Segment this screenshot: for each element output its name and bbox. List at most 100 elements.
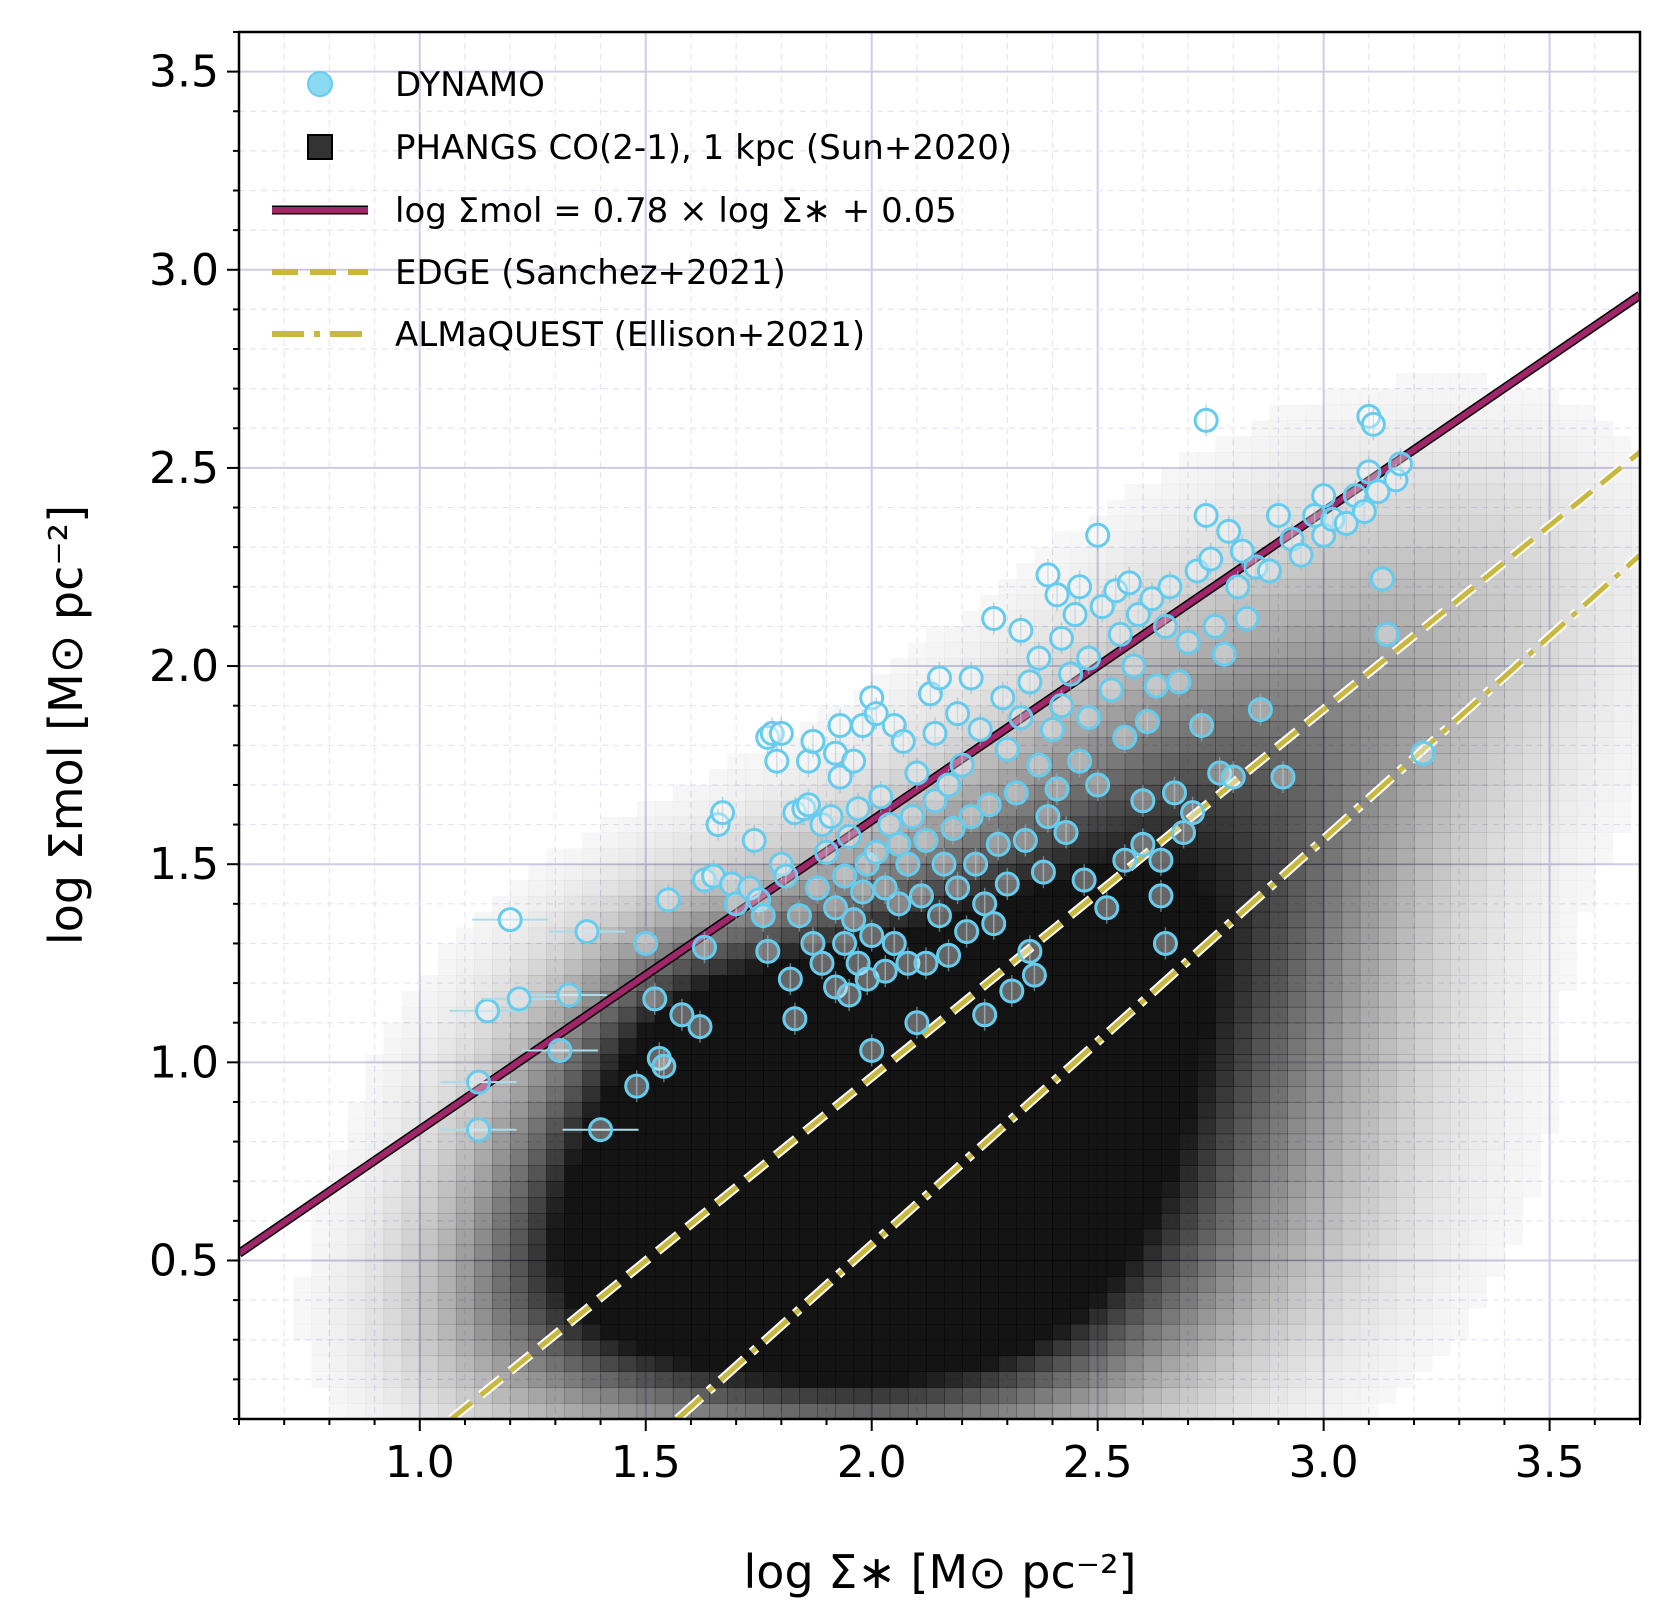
phangs-density-cell — [1016, 1212, 1035, 1230]
phangs-density-cell — [1450, 515, 1469, 532]
phangs-density-cell — [1197, 959, 1216, 976]
phangs-density-cell — [1414, 388, 1433, 406]
phangs-density-cell — [1414, 800, 1433, 818]
phangs-density-cell — [1341, 594, 1361, 612]
phangs-density-cell — [1197, 1228, 1216, 1246]
phangs-density-cell — [781, 1387, 800, 1404]
phangs-density-cell — [1142, 1276, 1162, 1293]
dynamo-point — [972, 1002, 998, 1028]
phangs-density-cell — [474, 1181, 493, 1198]
phangs-density-cell — [1432, 1197, 1451, 1214]
phangs-density-cell — [1052, 1292, 1072, 1309]
phangs-density-cell — [1070, 1117, 1090, 1135]
phangs-density-cell — [437, 1339, 457, 1357]
phangs-density-cell — [889, 1133, 909, 1151]
phangs-density-cell — [618, 1371, 638, 1388]
phangs-density-cell — [1233, 1197, 1252, 1214]
phangs-density-cell — [1215, 594, 1234, 612]
phangs-density-cell — [1323, 673, 1343, 691]
phangs-density-cell — [1468, 943, 1487, 960]
phangs-density-cell — [1323, 927, 1343, 944]
phangs-density-cell — [618, 1387, 638, 1404]
phangs-density-cell — [1486, 975, 1505, 992]
phangs-density-cell — [1323, 1133, 1343, 1151]
phangs-density-cell — [1305, 436, 1325, 453]
phangs-density-cell — [1377, 816, 1397, 833]
phangs-density-cell — [1070, 1149, 1090, 1166]
phangs-density-cell — [1287, 1403, 1307, 1419]
phangs-density-cell — [853, 1133, 873, 1151]
phangs-density-cell — [1305, 864, 1325, 881]
phangs-density-cell — [1215, 816, 1234, 833]
phangs-density-cell — [1504, 1149, 1523, 1166]
phangs-density-cell — [1359, 436, 1379, 453]
phangs-density-cell — [1359, 895, 1379, 913]
phangs-density-cell — [1269, 626, 1288, 643]
phangs-density-cell — [781, 1355, 800, 1372]
phangs-density-cell — [871, 1022, 891, 1040]
phangs-density-cell — [1269, 1070, 1288, 1087]
phangs-density-cell — [1106, 800, 1126, 818]
phangs-density-cell — [528, 1355, 547, 1372]
phangs-density-cell — [799, 1244, 818, 1261]
phangs-density-cell — [618, 1339, 638, 1357]
phangs-density-cell — [1142, 563, 1162, 580]
phangs-density-cell — [437, 1149, 457, 1166]
phangs-density-cell — [745, 1038, 764, 1055]
phangs-density-cell — [817, 1054, 837, 1071]
phangs-density-cell — [528, 1197, 547, 1214]
phangs-density-cell — [1576, 848, 1596, 865]
phangs-density-cell — [1287, 689, 1307, 707]
phangs-density-cell — [1305, 594, 1325, 612]
phangs-density-cell — [1305, 1228, 1325, 1246]
phangs-density-cell — [1287, 1054, 1307, 1071]
phangs-density-cell — [1577, 405, 1596, 421]
phangs-density-cell — [1359, 975, 1379, 992]
phangs-density-cell — [1215, 959, 1234, 976]
phangs-density-cell — [1522, 769, 1542, 786]
dynamo-point — [1166, 669, 1192, 695]
phangs-density-cell — [980, 1308, 999, 1325]
dynamo-point — [823, 974, 849, 1000]
phangs-density-cell — [709, 1228, 728, 1246]
phangs-density-cell — [1233, 1292, 1252, 1309]
phangs-density-cell — [817, 1133, 837, 1151]
phangs-density-cell — [1052, 1181, 1072, 1198]
phangs-density-cell — [1305, 959, 1325, 976]
dynamo-point — [1143, 673, 1169, 699]
phangs-density-cell — [1124, 1387, 1144, 1404]
phangs-density-cell — [1160, 1276, 1180, 1293]
phangs-density-cell — [1414, 1339, 1433, 1357]
phangs-density-cell — [401, 1355, 421, 1372]
phangs-density-cell — [1377, 1308, 1397, 1325]
phangs-density-cell — [871, 1308, 891, 1325]
phangs-density-cell — [1034, 832, 1053, 849]
phangs-density-cell — [618, 1038, 638, 1055]
phangs-density-cell — [1414, 594, 1433, 612]
phangs-density-cell — [1359, 689, 1379, 707]
phangs-density-cell — [347, 1260, 367, 1277]
phangs-density-cell — [944, 1403, 963, 1419]
phangs-density-cell — [1052, 753, 1072, 770]
phangs-density-cell — [889, 1006, 909, 1024]
y-tick-label: 3.5 — [149, 47, 219, 98]
phangs-density-cell — [1486, 1245, 1505, 1261]
phangs-density-cell — [1287, 1212, 1307, 1230]
phangs-density-cell — [1034, 1403, 1053, 1419]
phangs-density-cell — [1106, 705, 1126, 723]
relation-line — [675, 553, 1640, 1419]
phangs-density-cell — [492, 1323, 511, 1341]
phangs-density-cell — [1540, 848, 1560, 865]
phangs-density-cell — [1305, 1276, 1325, 1293]
phangs-density-cell — [1287, 800, 1307, 818]
dynamo-point — [1360, 411, 1386, 437]
phangs-density-cell — [1233, 800, 1252, 818]
phangs-density-cell — [1414, 991, 1433, 1008]
phangs-density-cell — [636, 1323, 656, 1341]
phangs-density-cell — [690, 1070, 710, 1087]
phangs-density-cell — [1215, 721, 1234, 738]
phangs-density-cell — [564, 1292, 583, 1309]
phangs-density-cell — [835, 1038, 855, 1055]
dynamo-point — [1157, 574, 1183, 600]
phangs-density-cell — [546, 1387, 565, 1404]
